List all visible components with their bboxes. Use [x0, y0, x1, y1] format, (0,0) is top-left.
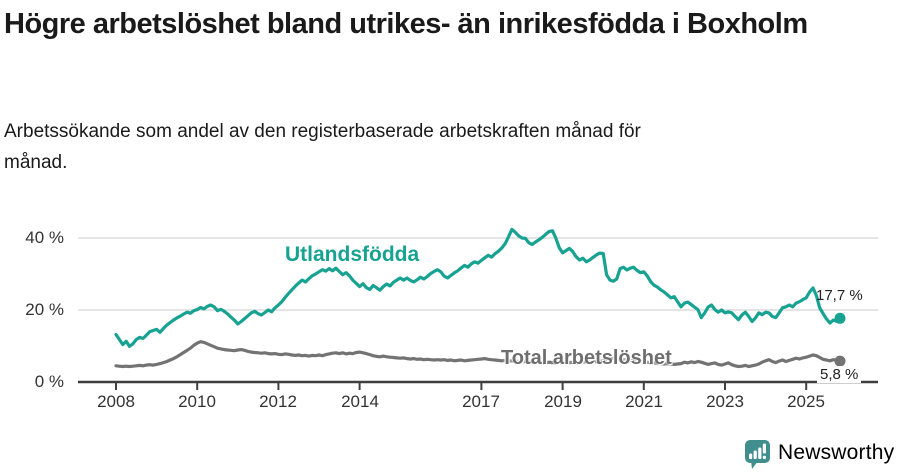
- x-tick-label-2008: 2008: [97, 392, 135, 411]
- end-value-label-total: 5,8 %: [817, 366, 862, 383]
- line-chart-canvas: [78, 227, 878, 390]
- end-value-label-utlandsfodda: 17,7 %: [816, 287, 863, 304]
- x-tick-label-2017: 2017: [462, 392, 500, 411]
- bar-chart-speech-bubble-icon: [745, 440, 770, 469]
- x-tick-label-2021: 2021: [625, 392, 663, 411]
- series-line-1: [114, 340, 842, 369]
- y-tick-label-20: 20 %: [25, 300, 64, 319]
- brand-name: Newsworthy: [778, 441, 895, 464]
- x-tick-label-2023: 2023: [706, 392, 744, 411]
- y-tick-label-40: 40 %: [25, 228, 64, 247]
- series-label-utlandsfodda: Utlandsfödda: [285, 243, 420, 266]
- series-end-dot-0: [834, 312, 846, 324]
- series-label-total-arbetsloshet: Total arbetslöshet: [501, 347, 672, 369]
- page-subtitle: Arbetssökande som andel av den registerb…: [4, 121, 641, 173]
- x-tick-label-2010: 2010: [178, 392, 216, 411]
- x-tick-label-2019: 2019: [544, 392, 582, 411]
- series-end-dot-1: [834, 355, 846, 367]
- x-tick-label-2012: 2012: [259, 392, 297, 411]
- series-line-0: [114, 227, 842, 348]
- x-tick-label-2014: 2014: [341, 392, 379, 411]
- y-tick-label-0: 0 %: [34, 372, 64, 391]
- x-tick-label-2025: 2025: [787, 392, 825, 411]
- page-title: Högre arbetslöshet bland utrikes- än inr…: [4, 8, 808, 40]
- brand-footer: Newsworthy: [744, 439, 894, 469]
